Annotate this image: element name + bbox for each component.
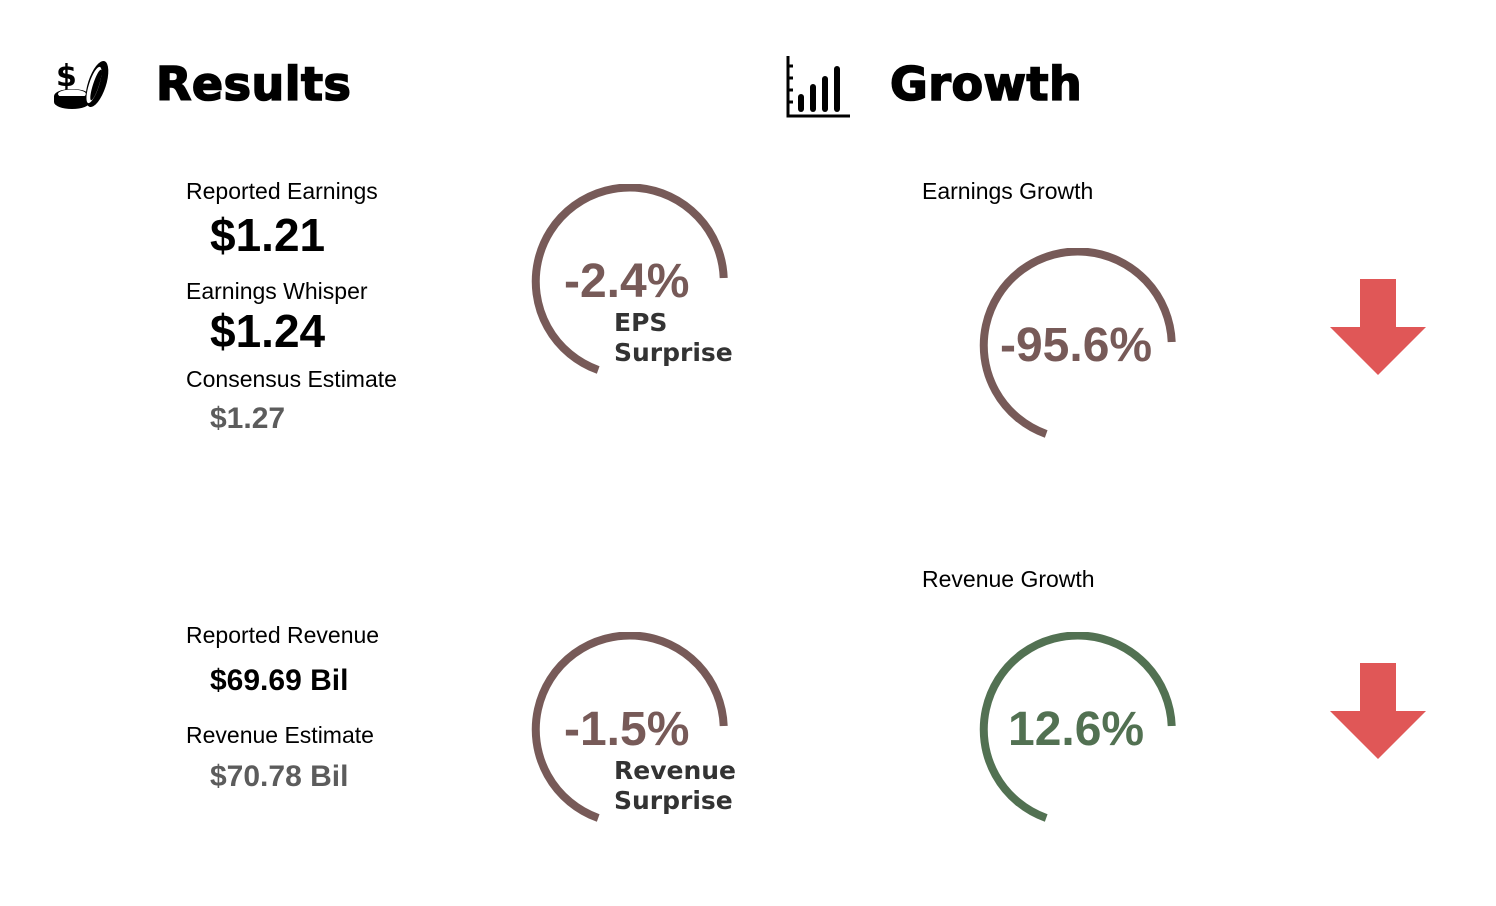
revenue-surprise-label-line2: Surprise	[614, 786, 733, 815]
revenue-surprise-value: -1.5%	[564, 703, 690, 756]
reported-revenue-value: $69.69 Bil	[210, 664, 349, 697]
revenue-estimate-label: Revenue Estimate	[186, 722, 374, 748]
earnings-whisper-value: $1.24	[210, 305, 326, 357]
growth-header: Growth	[784, 54, 1104, 120]
earnings-growth-value: -95.6%	[1000, 319, 1153, 372]
earnings-whisper-label: Earnings Whisper	[186, 278, 368, 304]
eps-surprise-gauge: -2.4% EPS Surprise	[530, 184, 733, 384]
revenue-growth-value: 12.6%	[1008, 703, 1145, 756]
eps-surprise-value: -2.4%	[564, 255, 690, 308]
revenue-growth-gauge: 12.6%	[978, 632, 1178, 832]
coins-dollar-icon: $	[50, 56, 114, 114]
consensus-estimate-label: Consensus Estimate	[186, 366, 397, 392]
results-header: $ Results	[50, 56, 352, 116]
earnings-growth-label: Earnings Growth	[922, 178, 1094, 204]
revenue-growth-label: Revenue Growth	[922, 566, 1095, 592]
down-arrow-icon	[1330, 279, 1426, 375]
revenue-surprise-gauge: -1.5% Revenue Surprise	[530, 632, 736, 832]
reported-revenue-label: Reported Revenue	[186, 622, 380, 648]
svg-text:$: $	[56, 59, 77, 94]
earnings-growth-gauge: -95.6%	[978, 248, 1178, 448]
eps-surprise-label-line2: Surprise	[614, 338, 733, 367]
bar-chart-icon	[784, 54, 852, 120]
consensus-estimate-value: $1.27	[210, 402, 286, 435]
growth-title: Growth	[889, 57, 1083, 111]
results-title: Results	[155, 57, 352, 111]
eps-surprise-label-line1: EPS	[614, 308, 668, 337]
down-arrow-icon	[1330, 663, 1426, 759]
reported-earnings-value: $1.21	[210, 209, 326, 261]
revenue-surprise-label-line1: Revenue	[614, 756, 737, 785]
reported-earnings-label: Reported Earnings	[186, 178, 378, 204]
revenue-estimate-value: $70.78 Bil	[210, 760, 349, 793]
